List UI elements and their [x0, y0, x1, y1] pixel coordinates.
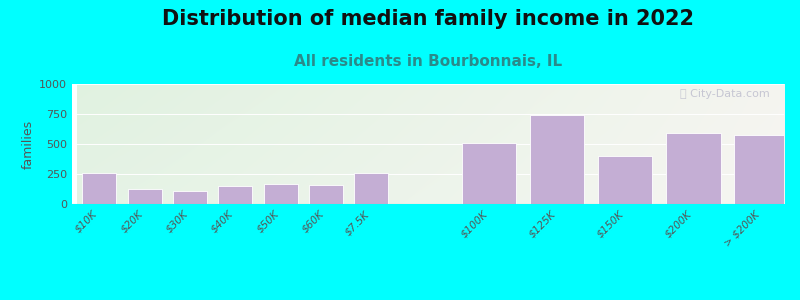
Bar	[666, 133, 721, 204]
Bar	[173, 191, 207, 204]
Bar	[82, 173, 116, 204]
Text: ⓘ City-Data.com: ⓘ City-Data.com	[680, 89, 770, 99]
Bar	[598, 156, 653, 204]
Bar	[309, 185, 343, 204]
Bar	[218, 186, 252, 204]
Bar	[354, 173, 388, 204]
Y-axis label: families: families	[22, 119, 35, 169]
Bar	[734, 135, 789, 204]
Bar	[264, 184, 298, 204]
Text: All residents in Bourbonnais, IL: All residents in Bourbonnais, IL	[294, 54, 562, 69]
Bar	[530, 115, 585, 204]
Text: Distribution of median family income in 2022: Distribution of median family income in …	[162, 9, 694, 29]
Bar	[462, 143, 517, 204]
Bar	[127, 189, 162, 204]
